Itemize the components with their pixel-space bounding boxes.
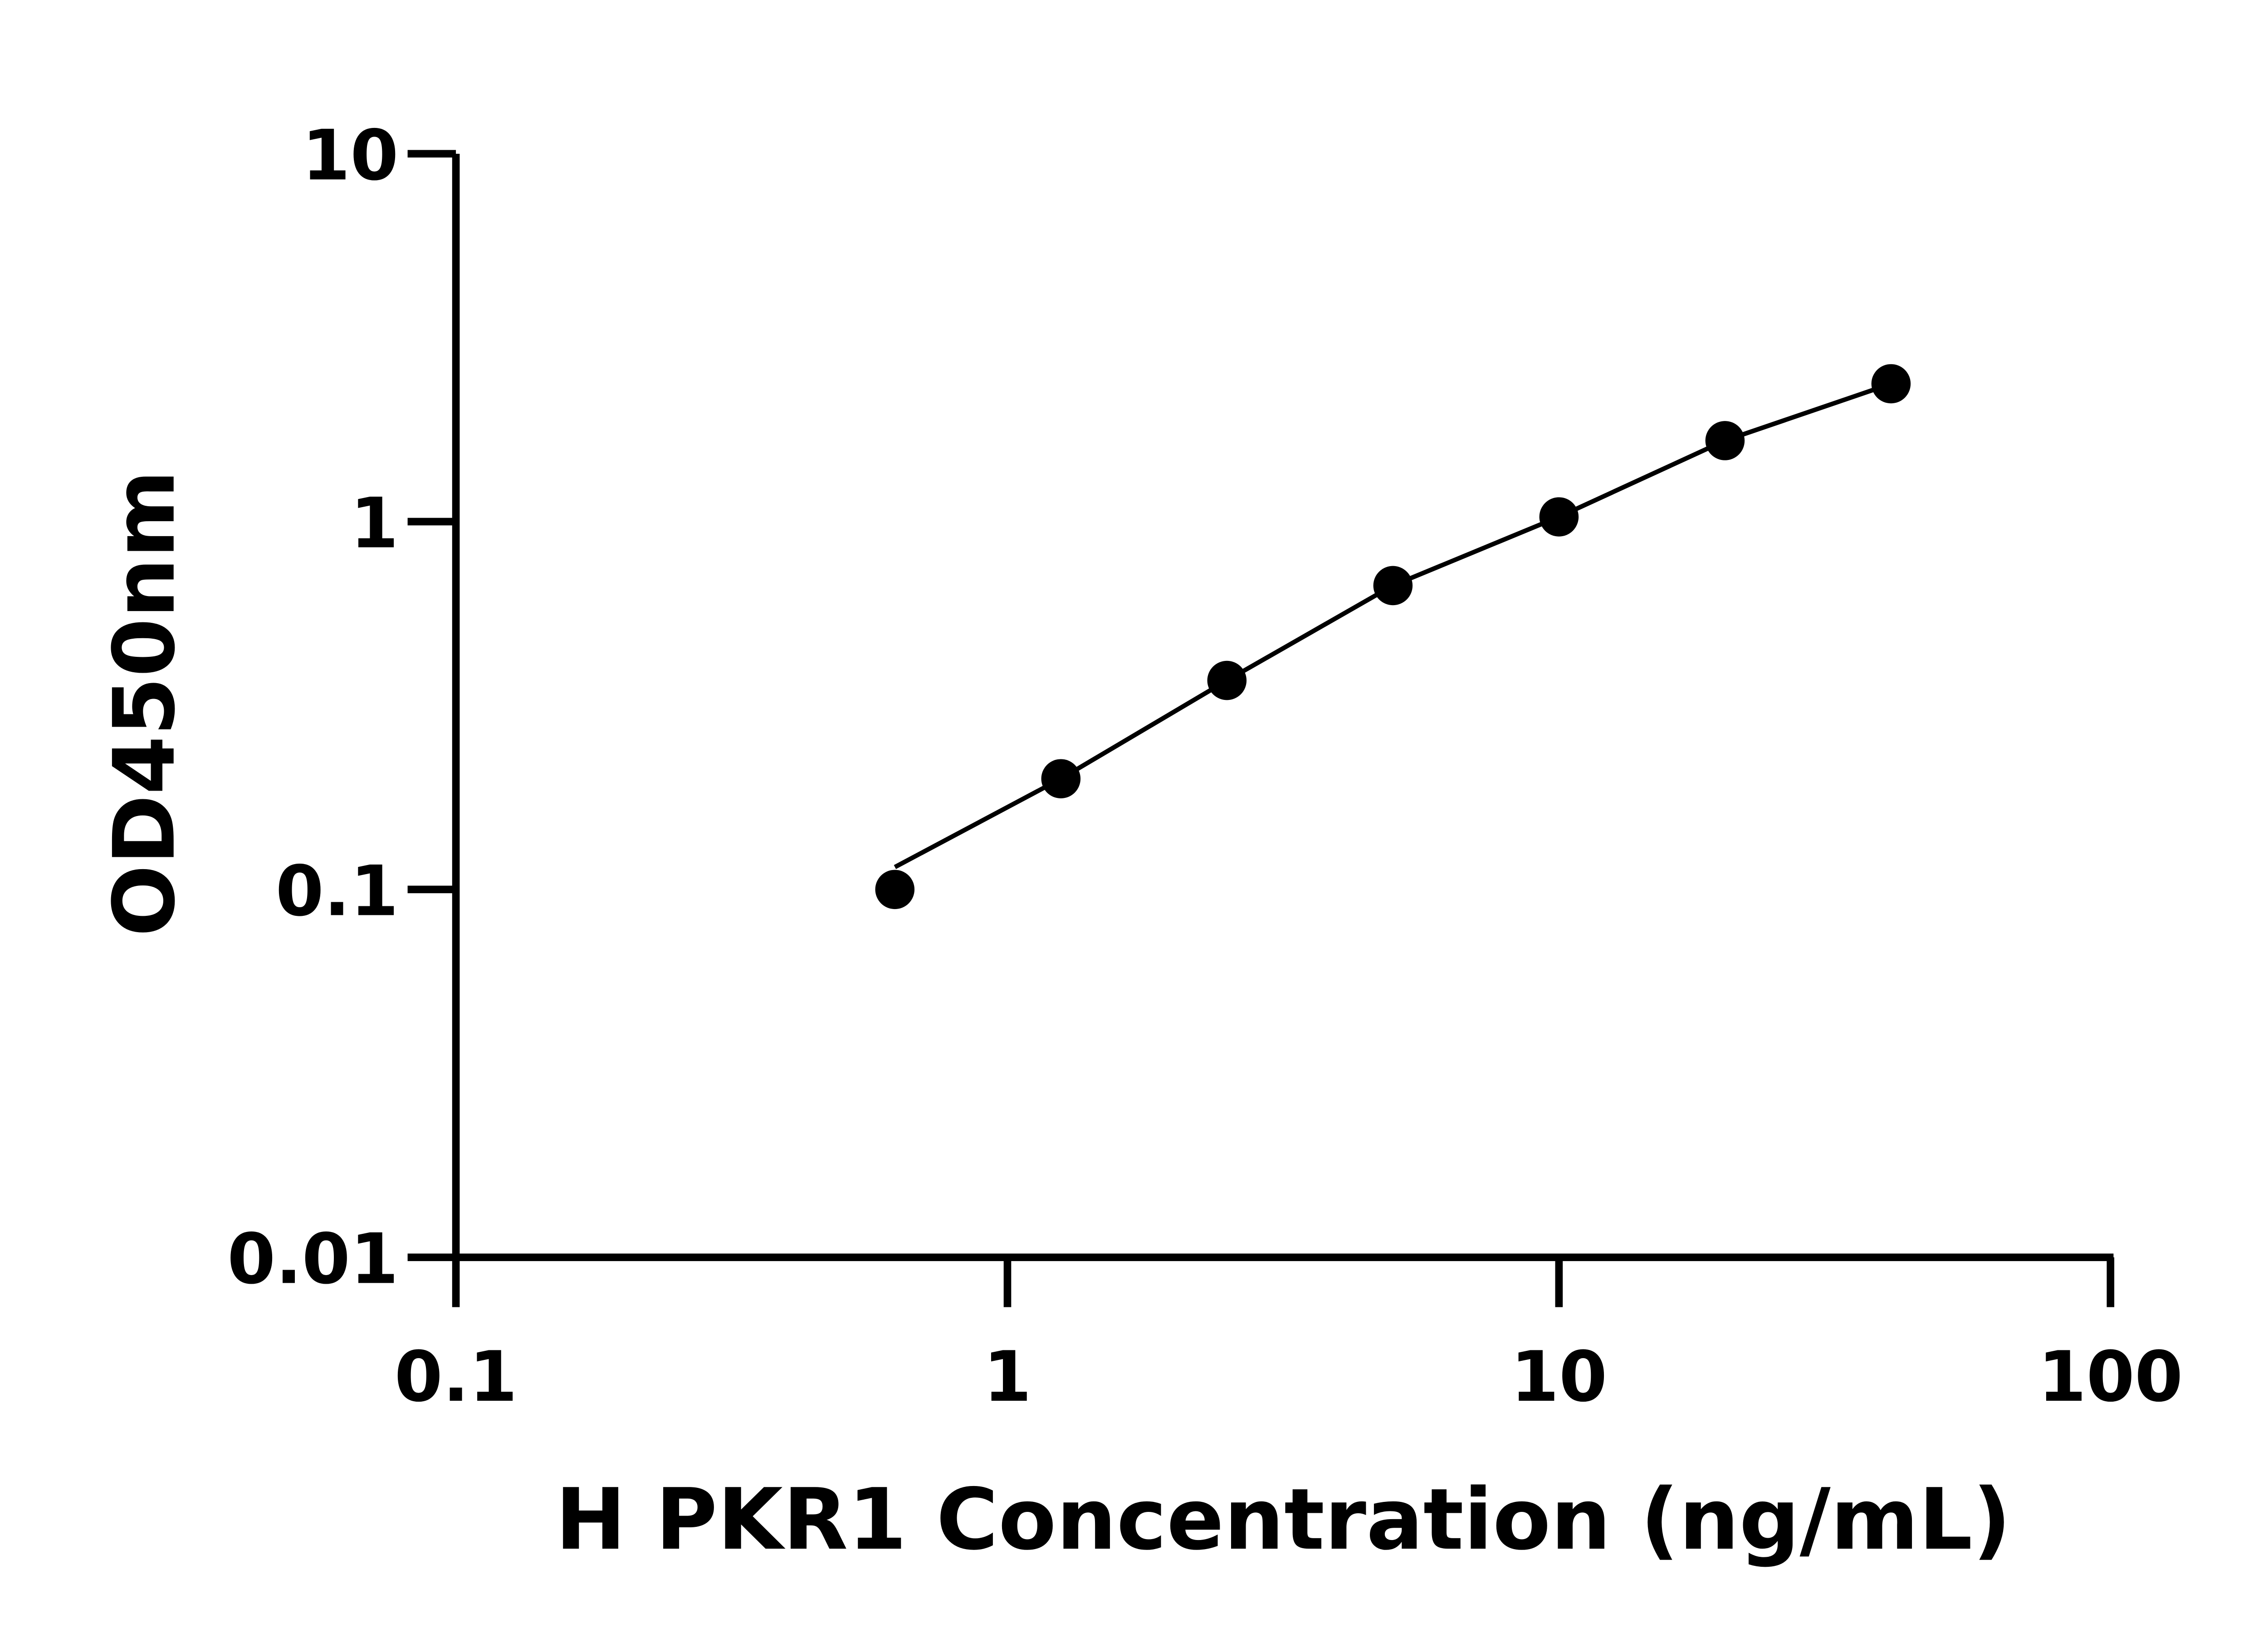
data-point	[1373, 566, 1413, 606]
y-tick-label: 1	[350, 483, 399, 564]
x-tick-label: 100	[2038, 1337, 2183, 1418]
x-tick-label: 1	[983, 1337, 1032, 1418]
y-axis-label: OD450nm	[95, 470, 194, 937]
y-tick-label: 0.01	[227, 1219, 399, 1300]
data-point	[1207, 660, 1247, 700]
x-tick-label: 0.1	[395, 1337, 518, 1418]
data-point	[875, 870, 915, 909]
x-axis-label: H PKR1 Concentration (ng/mL)	[555, 1470, 2011, 1569]
y-tick-label: 10	[302, 116, 399, 196]
data-point	[1705, 421, 1745, 460]
ticks: 0.01 0.1 1 10 0.1 1 10 100	[227, 116, 2183, 1418]
fit-curve	[894, 381, 1892, 869]
x-tick-label: 10	[1510, 1337, 1607, 1418]
data-point	[1041, 759, 1081, 799]
y-tick-label: 0.1	[275, 851, 398, 932]
data-point	[1871, 364, 1911, 404]
data-points	[875, 364, 1911, 909]
axes	[452, 153, 2114, 1261]
data-point	[1539, 497, 1579, 537]
